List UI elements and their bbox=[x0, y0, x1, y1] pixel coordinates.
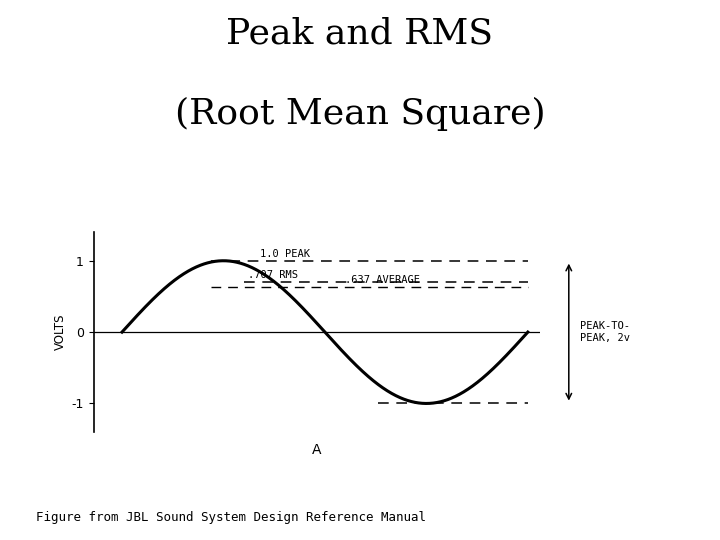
Text: .707 RMS: .707 RMS bbox=[248, 269, 298, 280]
Text: PEAK-TO-
PEAK, 2v: PEAK-TO- PEAK, 2v bbox=[580, 321, 629, 343]
Y-axis label: VOLTS: VOLTS bbox=[54, 314, 68, 350]
Text: 1.0 PEAK: 1.0 PEAK bbox=[260, 248, 310, 259]
Text: Figure from JBL Sound System Design Reference Manual: Figure from JBL Sound System Design Refe… bbox=[36, 511, 426, 524]
X-axis label: A: A bbox=[312, 443, 322, 457]
Text: (Root Mean Square): (Root Mean Square) bbox=[175, 97, 545, 131]
Text: .637 AVERAGE: .637 AVERAGE bbox=[345, 274, 420, 285]
Text: Peak and RMS: Peak and RMS bbox=[227, 16, 493, 50]
